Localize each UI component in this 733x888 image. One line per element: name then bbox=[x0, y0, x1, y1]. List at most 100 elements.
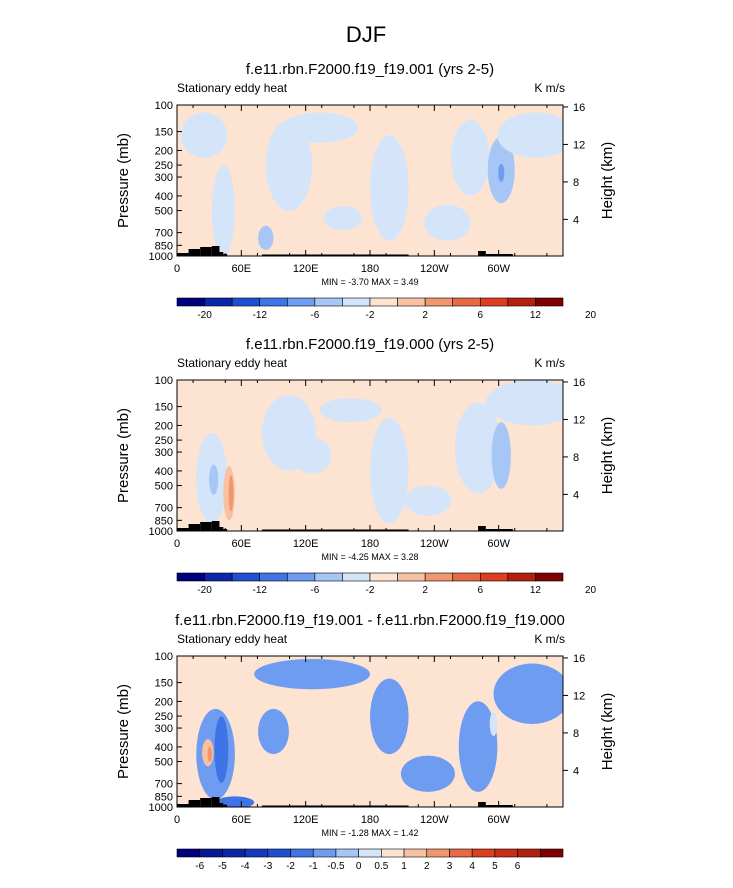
colorbar-label: -6 bbox=[310, 585, 319, 596]
y-tick-label: 700 bbox=[155, 503, 173, 515]
y-right-tick-label: 12 bbox=[573, 414, 585, 426]
y-axis-label: Pressure (mb) bbox=[115, 133, 132, 228]
colorbar-label: -6 bbox=[195, 861, 204, 872]
colorbar: -20 -12 -6 -2 2 6 12 20 bbox=[176, 572, 597, 596]
colorbar-swatch bbox=[452, 297, 481, 307]
topography-bar bbox=[219, 252, 224, 256]
colorbar-swatch bbox=[314, 572, 343, 582]
colorbar-swatch bbox=[231, 297, 261, 307]
y-tick-label: 100 bbox=[155, 651, 173, 663]
colorbar-swatch bbox=[507, 572, 536, 582]
colorbar-swatch bbox=[494, 848, 518, 858]
contour-region bbox=[258, 708, 289, 755]
contour-region bbox=[451, 120, 490, 196]
colorbar-label: 20 bbox=[585, 310, 597, 321]
x-tick-label: 120W bbox=[420, 538, 449, 550]
y-tick-label: 300 bbox=[155, 172, 173, 184]
y-tick-label: 200 bbox=[155, 420, 173, 432]
y-tick-label: 500 bbox=[155, 481, 173, 493]
colorbar-label: -1 bbox=[309, 861, 318, 872]
colorbar-label: -6 bbox=[310, 310, 319, 321]
x-tick-label: 120W bbox=[420, 263, 449, 275]
y-right-tick-label: 4 bbox=[573, 214, 579, 226]
colorbar-label: 5 bbox=[492, 861, 498, 872]
x-tick-label: 180 bbox=[361, 538, 379, 550]
panel-3: f.e11.rbn.F2000.f19_f19.001 - f.e11.rbn.… bbox=[115, 612, 616, 872]
panel-left-label: Stationary eddy heat bbox=[177, 356, 288, 370]
contour-region bbox=[209, 464, 219, 495]
colorbar-swatch bbox=[397, 572, 426, 582]
contour-region bbox=[498, 163, 505, 183]
colorbar-swatch bbox=[286, 297, 316, 307]
colorbar-swatch bbox=[369, 297, 398, 307]
colorbar-label: -5 bbox=[218, 861, 227, 872]
topography-bar bbox=[478, 802, 486, 807]
colorbar-swatch bbox=[176, 572, 205, 582]
min-max-label: MIN = -3.70 MAX = 3.49 bbox=[321, 277, 418, 287]
y-right-tick-label: 16 bbox=[573, 377, 585, 389]
topography-bar bbox=[177, 253, 189, 256]
colorbar-swatch bbox=[335, 848, 359, 858]
x-tick-label: 60W bbox=[487, 538, 510, 550]
y-tick-label: 200 bbox=[155, 696, 173, 708]
colorbar-swatch bbox=[471, 848, 496, 858]
colorbar-swatch bbox=[507, 297, 536, 307]
panel-2: f.e11.rbn.F2000.f19_f19.000 (yrs 2-5) Sta… bbox=[115, 336, 616, 596]
colorbar-label: 0 bbox=[356, 861, 362, 872]
topography-bar bbox=[211, 521, 220, 531]
contour-region bbox=[258, 225, 274, 250]
panel-1: f.e11.rbn.F2000.f19_f19.001 (yrs 2-5) Sta… bbox=[115, 61, 616, 321]
topography-bar bbox=[200, 798, 212, 807]
colorbar-swatch bbox=[358, 848, 382, 858]
y-tick-label: 100 bbox=[155, 100, 173, 112]
y-right-tick-label: 16 bbox=[573, 102, 585, 114]
x-tick-label: 0 bbox=[174, 263, 180, 275]
panel-title: f.e11.rbn.F2000.f19_f19.000 (yrs 2-5) bbox=[246, 336, 494, 353]
x-tick-label: 60W bbox=[487, 814, 510, 826]
colorbar: -20 -12 -6 -2 2 6 12 20 bbox=[176, 297, 597, 321]
panel-left-label: Stationary eddy heat bbox=[177, 632, 288, 646]
colorbar-label: -0.5 bbox=[327, 861, 345, 872]
y-tick-label: 500 bbox=[155, 757, 173, 769]
x-tick-label: 60W bbox=[487, 263, 510, 275]
colorbar-label: -20 bbox=[197, 585, 212, 596]
contour-region bbox=[281, 112, 359, 143]
contour-region bbox=[400, 755, 455, 792]
y-right-tick-label: 12 bbox=[573, 690, 585, 702]
y-tick-label: 400 bbox=[155, 742, 173, 754]
colorbar-swatch bbox=[244, 848, 269, 858]
colorbar-swatch bbox=[204, 572, 233, 582]
colorbar-swatch bbox=[259, 297, 288, 307]
colorbar-label: 1 bbox=[401, 861, 407, 872]
min-max-label: MIN = -4.25 MAX = 3.28 bbox=[321, 552, 418, 562]
y-tick-label: 100 bbox=[155, 375, 173, 387]
panel-units: K m/s bbox=[534, 632, 565, 646]
y-right-tick-label: 8 bbox=[573, 728, 579, 740]
x-tick-label: 120E bbox=[293, 814, 319, 826]
topography-bar bbox=[485, 254, 513, 256]
colorbar-label: 20 bbox=[585, 585, 597, 596]
colorbar-label: 0.5 bbox=[374, 861, 388, 872]
colorbar-label: -20 bbox=[197, 310, 212, 321]
colorbar-swatch bbox=[342, 572, 371, 582]
topography-bar bbox=[211, 246, 220, 256]
contour-region bbox=[370, 417, 409, 524]
contour-region bbox=[485, 380, 563, 426]
colorbar-swatch bbox=[539, 848, 564, 858]
topography-bar bbox=[485, 805, 513, 807]
y-tick-label: 1000 bbox=[149, 802, 173, 814]
colorbar-swatch bbox=[535, 572, 564, 582]
colorbar-label: 12 bbox=[530, 310, 542, 321]
x-tick-label: 60E bbox=[232, 538, 252, 550]
x-tick-label: 120E bbox=[293, 538, 319, 550]
colorbar-swatch bbox=[424, 572, 454, 582]
colorbar-label: 2 bbox=[424, 861, 430, 872]
x-tick-label: 0 bbox=[174, 538, 180, 550]
y-tick-label: 150 bbox=[155, 127, 173, 139]
contour-region bbox=[319, 398, 382, 423]
colorbar-swatch bbox=[517, 848, 541, 858]
colorbar-label: -12 bbox=[252, 585, 267, 596]
panel-units: K m/s bbox=[534, 81, 565, 95]
contour-region bbox=[404, 485, 452, 516]
y-tick-label: 700 bbox=[155, 228, 173, 240]
